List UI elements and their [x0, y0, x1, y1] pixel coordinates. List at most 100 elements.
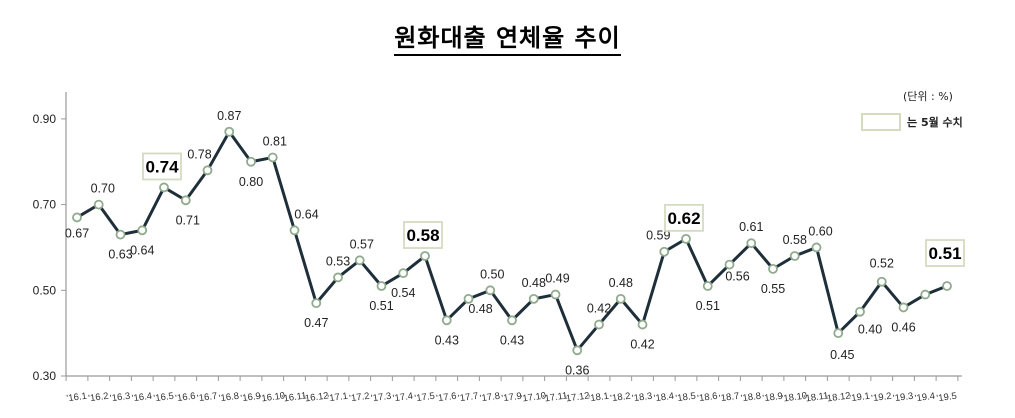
- data-label: 0.50: [480, 267, 504, 281]
- data-point: [572, 345, 583, 356]
- y-tick-label: 0.50: [33, 283, 57, 297]
- data-label: 0.57: [350, 237, 374, 251]
- x-tick-label: '16.9: [240, 391, 262, 405]
- x-tick-label: '18.9: [762, 391, 784, 405]
- highlight-box: [142, 152, 182, 181]
- y-tick-label: 0.70: [33, 198, 57, 212]
- data-label: 0.53: [326, 254, 350, 268]
- data-label: 0.64: [294, 207, 318, 221]
- data-label: 0.63: [108, 248, 132, 262]
- data-label: 0.55: [761, 282, 785, 296]
- x-tick-label: '18.8: [740, 391, 762, 405]
- x-tick-label: '16.8: [218, 391, 240, 405]
- data-label: 0.78: [187, 147, 211, 161]
- data-point: [333, 272, 343, 283]
- data-point: [833, 328, 844, 339]
- data-label: 0.40: [858, 323, 882, 337]
- data-point: [702, 281, 713, 291]
- data-label: 0.81: [263, 134, 287, 148]
- data-point: [93, 199, 104, 210]
- data-point: [267, 152, 278, 163]
- data-point: [768, 263, 778, 274]
- x-tick-label: '17.4: [392, 391, 414, 405]
- x-tick-label: '18.2: [610, 391, 632, 405]
- data-label: 0.58: [783, 233, 807, 247]
- data-label: 0.87: [217, 109, 241, 123]
- x-tick-label: '17.5: [414, 391, 436, 405]
- data-point: [811, 242, 822, 253]
- chart-title-text: 원화대출 연체율 추이: [394, 24, 621, 56]
- data-point: [398, 268, 409, 279]
- data-point: [159, 182, 169, 193]
- x-tick-label: '19.1: [849, 391, 871, 405]
- x-tick-label: '17.7: [457, 391, 479, 405]
- data-label: 0.64: [130, 243, 154, 257]
- data-label: 0.43: [500, 333, 524, 347]
- data-point: [72, 212, 82, 223]
- x-tick-label: '17.2: [349, 391, 371, 405]
- data-point: [137, 225, 148, 236]
- data-label: 0.54: [391, 286, 415, 300]
- x-tick-label: '19.4: [914, 391, 936, 405]
- highlight-value-label: 0.58: [406, 226, 439, 245]
- data-label: 0.70: [91, 182, 115, 196]
- legend-label: 는 5월 수치: [907, 116, 963, 129]
- x-tick-label: '17.1: [327, 391, 349, 405]
- data-label: 0.52: [870, 257, 894, 271]
- x-tick-label: '19.5: [936, 391, 958, 405]
- data-point: [115, 229, 126, 240]
- unit-label: (단위 : %): [903, 90, 953, 103]
- data-point: [789, 251, 800, 261]
- data-point: [855, 306, 865, 317]
- x-tick-label: '16.11: [281, 390, 307, 404]
- data-point: [746, 238, 757, 249]
- data-label: 0.49: [545, 272, 569, 286]
- x-tick-label: '16.12: [302, 390, 329, 404]
- data-point: [507, 315, 517, 326]
- data-label: 0.61: [739, 220, 763, 234]
- x-tick-label: '18.5: [675, 391, 697, 405]
- data-point: [224, 126, 235, 137]
- data-point: [202, 165, 213, 176]
- data-label: 0.56: [725, 270, 749, 284]
- data-label: 0.48: [468, 302, 492, 316]
- x-tick-label: '16.3: [109, 391, 131, 405]
- data-point: [681, 233, 691, 244]
- data-point: [876, 276, 887, 287]
- data-point: [289, 225, 300, 236]
- x-tick-label: '16.6: [175, 391, 197, 405]
- x-tick-label: '18.10: [781, 390, 808, 404]
- data-point: [246, 156, 256, 167]
- highlight-box: [403, 221, 443, 249]
- data-point: [724, 259, 735, 270]
- x-tick-label: '16.1: [66, 391, 88, 405]
- x-tick-label: '17.11: [542, 390, 568, 404]
- data-point: [463, 293, 474, 304]
- x-tick-label: '16.4: [131, 391, 153, 405]
- data-label: 0.67: [65, 226, 89, 240]
- data-point: [659, 246, 670, 257]
- x-tick-label: '16.7: [196, 391, 218, 405]
- highlight-value-label: 0.51: [928, 244, 961, 263]
- highlight-box: [664, 203, 704, 232]
- legend-highlight-swatch: [861, 113, 901, 131]
- data-point: [311, 298, 322, 309]
- x-tick-label: '16.10: [259, 390, 286, 404]
- data-point: [441, 315, 452, 326]
- x-tick-label: '17.8: [479, 391, 501, 405]
- data-label: 0.60: [808, 224, 832, 238]
- data-label: 0.48: [522, 276, 546, 290]
- x-tick-label: '16.2: [88, 391, 110, 405]
- data-label: 0.42: [587, 302, 611, 316]
- data-label: 0.51: [369, 299, 393, 313]
- x-tick-label: '19.2: [871, 391, 893, 405]
- x-tick-label: '18.12: [824, 390, 851, 404]
- x-tick-label: '19.3: [892, 391, 914, 405]
- data-label: 0.36: [565, 363, 589, 377]
- data-point: [898, 302, 909, 313]
- data-label: 0.51: [696, 299, 720, 313]
- data-label: 0.48: [609, 276, 633, 290]
- x-tick-label: '17.6: [436, 391, 458, 405]
- x-tick-label: '17.3: [370, 391, 392, 405]
- chart-title: 원화대출 연체율 추이: [0, 18, 1015, 56]
